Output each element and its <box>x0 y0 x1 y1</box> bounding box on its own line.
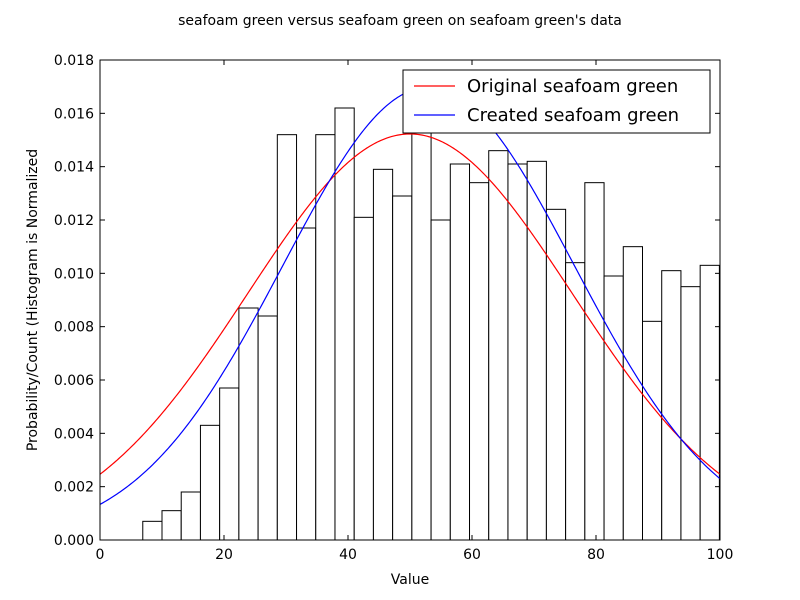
histogram-bar <box>411 123 432 541</box>
histogram-bar <box>526 160 547 541</box>
histogram-bars <box>142 107 720 541</box>
histogram-bar <box>238 307 259 541</box>
histogram-bar <box>661 270 682 541</box>
x-tick-label: 100 <box>707 547 734 563</box>
y-tick-label: 0.014 <box>54 160 94 176</box>
legend-label-original: Original seafoam green <box>467 76 678 97</box>
series-line-original <box>100 133 720 475</box>
histogram-bar <box>449 163 471 541</box>
y-tick-label: 0.002 <box>54 480 94 496</box>
histogram-bar <box>276 134 298 541</box>
histogram-bar <box>296 227 317 541</box>
x-axis-label: Value <box>391 572 429 588</box>
x-tick-label: 80 <box>587 547 605 563</box>
x-tick-label: 60 <box>463 547 481 563</box>
histogram-bar <box>507 163 528 541</box>
y-tick-label: 0.008 <box>54 320 94 336</box>
histogram-bar <box>565 262 586 541</box>
histogram-bar <box>603 275 624 541</box>
plot-frame <box>99 59 721 541</box>
histogram-bar <box>680 286 701 541</box>
legend-box <box>402 69 711 134</box>
y-tick-label: 0.012 <box>54 213 94 229</box>
x-tick-label: 40 <box>339 547 357 563</box>
histogram-bar <box>199 424 221 541</box>
x-tick-label: 0 <box>96 547 105 563</box>
histogram-bar <box>699 264 720 541</box>
histogram-bar <box>161 510 182 541</box>
histogram-bar <box>315 134 336 541</box>
x-tick-label: 20 <box>215 547 233 563</box>
axis-ticks: 0 20 40 60 80 100 0.000 0.002 0.004 0.006 0.008 0.0… <box>54 53 733 563</box>
histogram-bar <box>257 315 278 541</box>
histogram-bar <box>488 150 509 541</box>
chart-title: seafoam green versus seafoam green on se… <box>178 13 622 29</box>
y-tick-label: 0.006 <box>54 373 94 389</box>
histogram-bar <box>642 320 663 541</box>
histogram-bar <box>142 520 163 541</box>
y-tick-label: 0.000 <box>54 533 94 549</box>
histogram-bar <box>392 195 413 541</box>
y-tick-label: 0.018 <box>54 53 94 69</box>
y-tick-label: 0.016 <box>54 106 94 122</box>
histogram-bar <box>430 219 451 541</box>
histogram-bar <box>622 246 644 541</box>
histogram-bar <box>219 387 240 541</box>
histogram-bar <box>469 182 490 541</box>
legend: Original seafoam green Created seafoam g… <box>402 69 711 134</box>
y-axis-label: Probability/Count (Histogram is Normaliz… <box>25 149 41 451</box>
y-tick-label: 0.004 <box>54 426 94 442</box>
y-tick-label: 0.010 <box>54 266 94 282</box>
histogram-bar <box>180 491 201 541</box>
legend-label-created: Created seafoam green <box>467 105 679 126</box>
histogram-bar <box>584 182 605 541</box>
histogram-bar <box>372 168 394 541</box>
histogram-bar <box>353 216 374 541</box>
